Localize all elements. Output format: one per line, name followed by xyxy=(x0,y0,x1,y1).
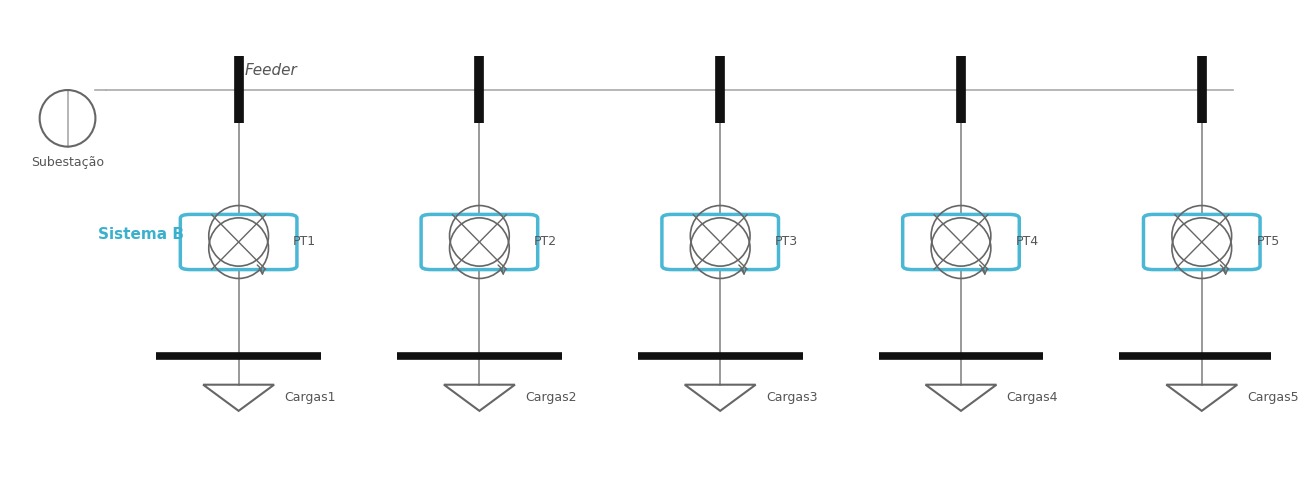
FancyBboxPatch shape xyxy=(421,214,538,270)
Text: PT3: PT3 xyxy=(774,236,798,248)
Text: Cargas3: Cargas3 xyxy=(765,391,818,404)
Text: Cargas2: Cargas2 xyxy=(525,391,577,404)
Text: Subestação: Subestação xyxy=(31,156,105,169)
Text: Cargas4: Cargas4 xyxy=(1007,391,1058,404)
Text: PT5: PT5 xyxy=(1256,236,1279,248)
Text: PT2: PT2 xyxy=(534,236,557,248)
FancyBboxPatch shape xyxy=(903,214,1019,270)
Text: Cargas1: Cargas1 xyxy=(284,391,336,404)
Text: PT4: PT4 xyxy=(1015,236,1039,248)
Text: PT1: PT1 xyxy=(293,236,317,248)
FancyBboxPatch shape xyxy=(662,214,778,270)
Text: Cargas5: Cargas5 xyxy=(1248,391,1299,404)
Text: Sistema B: Sistema B xyxy=(98,227,184,242)
FancyBboxPatch shape xyxy=(1143,214,1260,270)
Text: Feeder: Feeder xyxy=(245,63,298,78)
FancyBboxPatch shape xyxy=(181,214,297,270)
